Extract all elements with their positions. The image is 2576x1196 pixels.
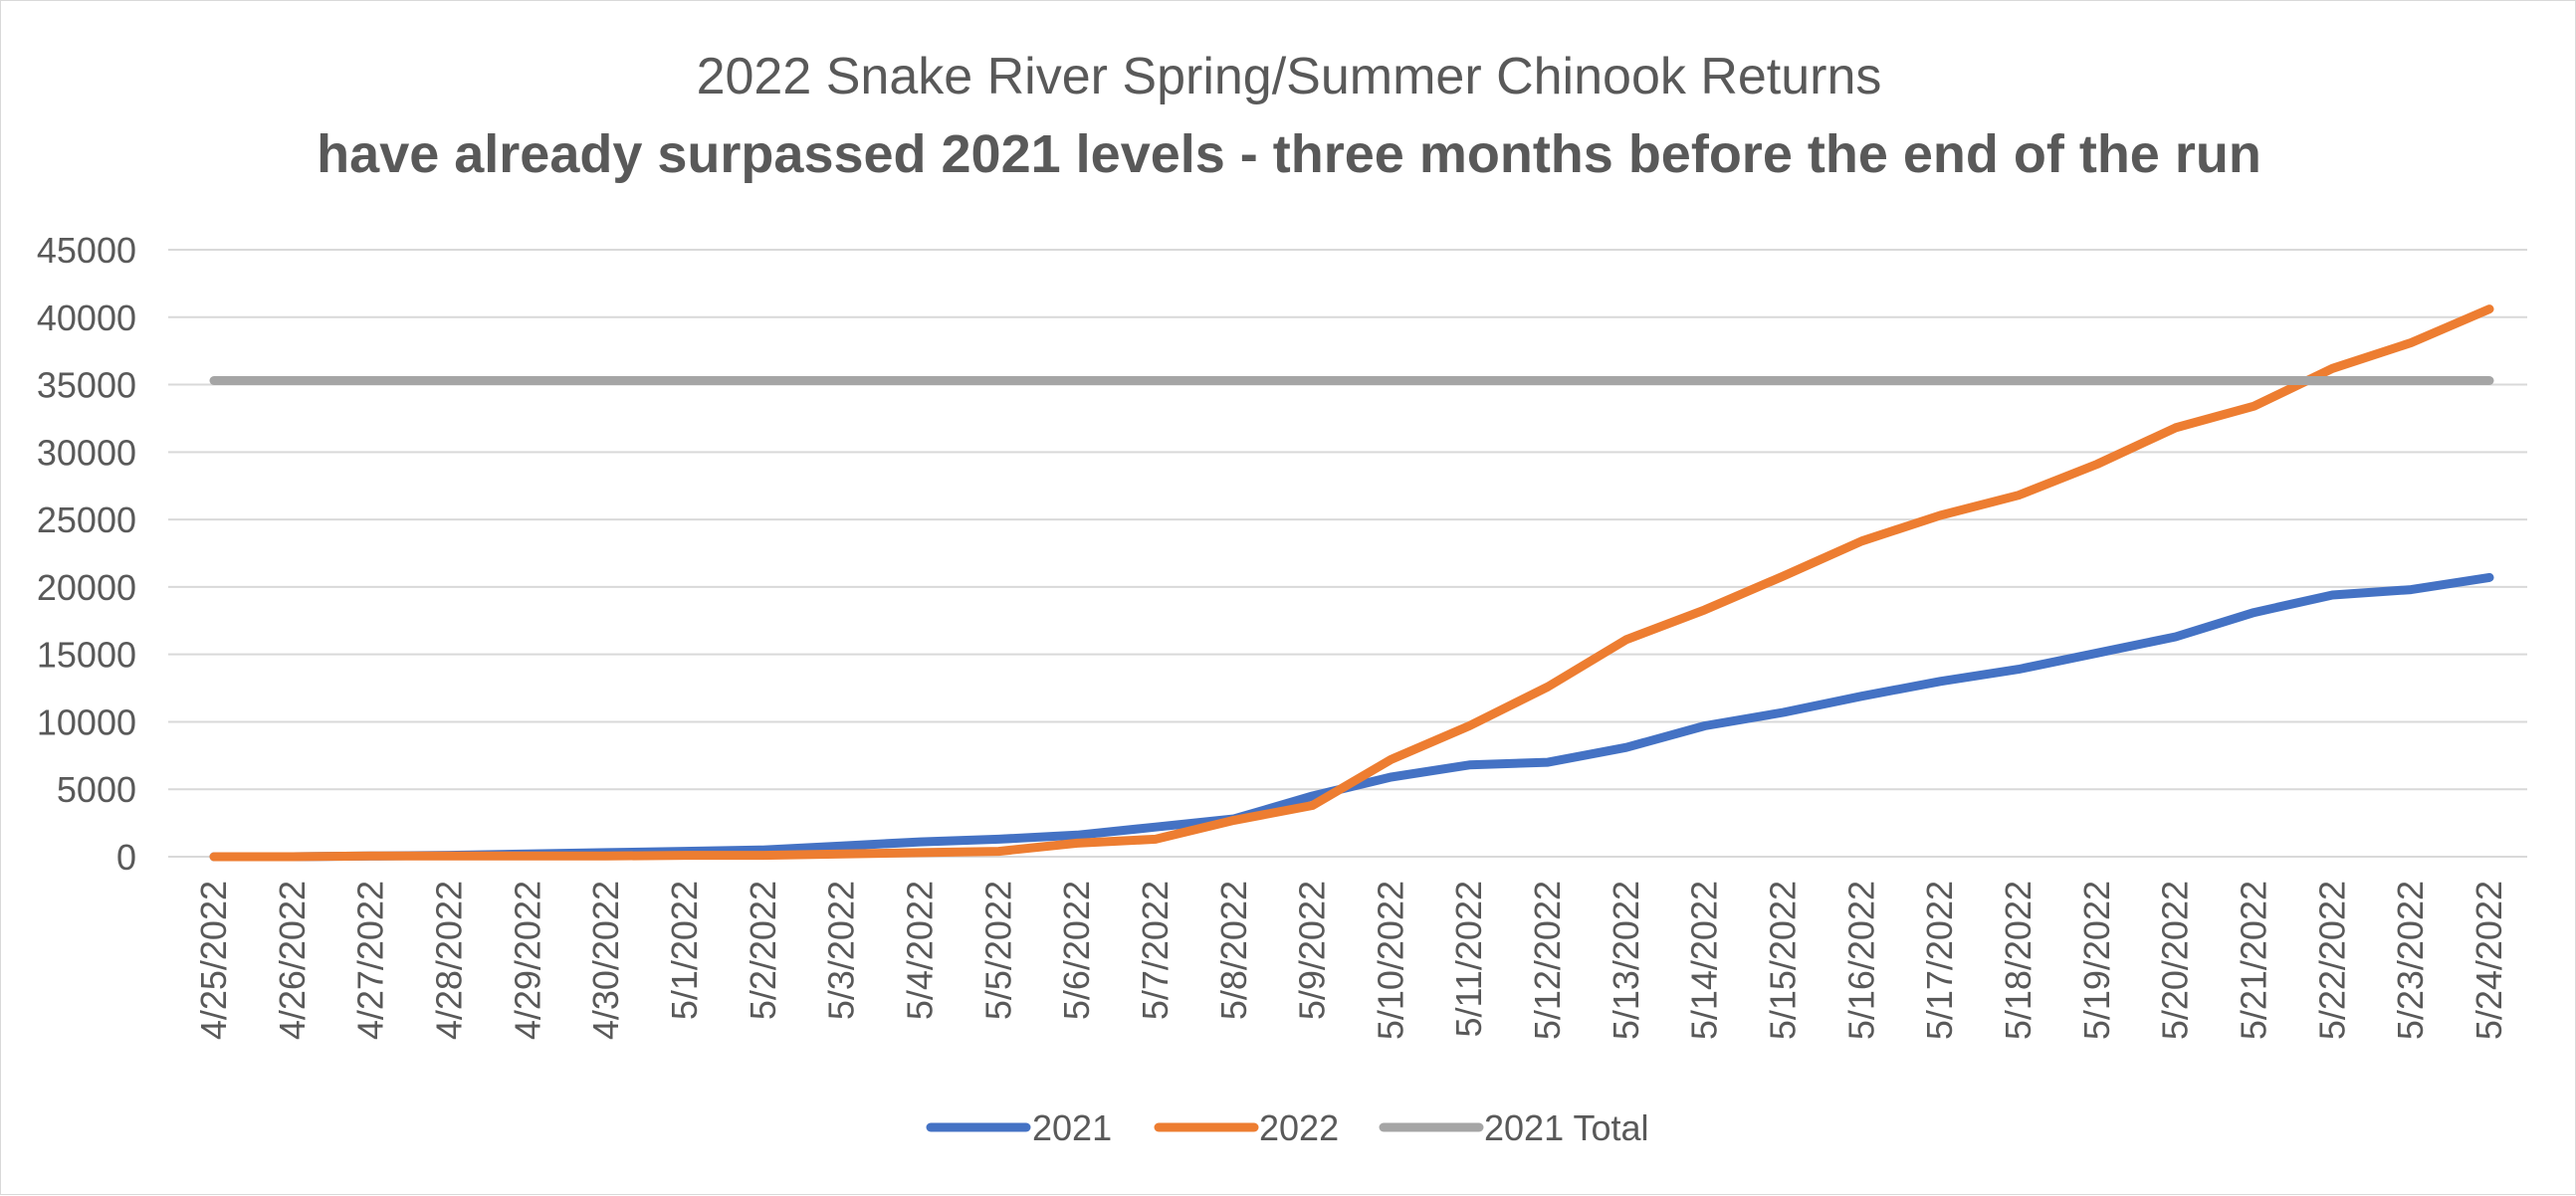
y-tick-label: 15000 bbox=[37, 635, 136, 676]
x-tick-label: 5/8/2022 bbox=[1213, 881, 1254, 1020]
x-tick-label: 5/21/2022 bbox=[2234, 881, 2274, 1040]
y-tick-label: 40000 bbox=[37, 298, 136, 338]
x-tick-label: 5/11/2022 bbox=[1448, 881, 1489, 1037]
x-tick-label: 5/16/2022 bbox=[1840, 881, 1881, 1040]
series-points-2021 bbox=[211, 574, 2492, 860]
x-tick-label: 5/20/2022 bbox=[2155, 881, 2196, 1040]
x-tick-label: 5/1/2022 bbox=[664, 881, 705, 1020]
x-tick-label: 5/12/2022 bbox=[1527, 881, 1568, 1040]
x-tick-label: 5/24/2022 bbox=[2469, 881, 2509, 1040]
x-tick-label: 5/6/2022 bbox=[1056, 881, 1097, 1020]
y-tick-label: 30000 bbox=[37, 432, 136, 473]
chart-subtitle: have already surpassed 2021 levels - thr… bbox=[317, 124, 2261, 184]
x-tick-label: 5/2/2022 bbox=[743, 881, 783, 1020]
series-points-2022 bbox=[211, 306, 2492, 860]
series-line-2021 bbox=[209, 572, 2494, 862]
legend-label: 2022 bbox=[1259, 1107, 1339, 1148]
x-tick-label: 5/15/2022 bbox=[1763, 881, 1804, 1040]
y-axis: 0 5000 10000 15000 20000 25000 30000 35000 40000… bbox=[37, 230, 136, 878]
gridlines bbox=[168, 249, 2527, 858]
x-tick-label: 4/28/2022 bbox=[428, 881, 469, 1040]
x-tick-label: 5/4/2022 bbox=[899, 881, 940, 1020]
x-tick-label: 5/3/2022 bbox=[821, 881, 862, 1020]
x-axis: 4/25/2022 4/26/2022 4/27/2022 4/28/2022 4/29… bbox=[168, 856, 2527, 1040]
chart-title: 2022 Snake River Spring/Summer Chinook R… bbox=[697, 48, 1882, 105]
y-tick-label: 5000 bbox=[57, 769, 136, 810]
x-tick-label: 4/26/2022 bbox=[272, 881, 313, 1040]
x-tick-label: 5/9/2022 bbox=[1292, 881, 1333, 1020]
x-tick-label: 5/10/2022 bbox=[1370, 881, 1410, 1040]
series-line-2022 bbox=[209, 304, 2494, 862]
y-tick-label: 10000 bbox=[37, 701, 136, 742]
y-tick-label: 25000 bbox=[37, 499, 136, 540]
x-tick-label: 5/13/2022 bbox=[1606, 881, 1646, 1040]
y-tick-label: 35000 bbox=[37, 365, 136, 406]
legend: 2021 2022 2021 Total bbox=[926, 1107, 1648, 1148]
y-tick-label: 20000 bbox=[37, 567, 136, 608]
x-tick-label: 5/22/2022 bbox=[2311, 881, 2352, 1040]
x-tick-label: 5/23/2022 bbox=[2390, 881, 2431, 1040]
x-tick-label: 4/25/2022 bbox=[193, 881, 234, 1040]
legend-label: 2021 bbox=[1032, 1107, 1112, 1148]
series-lines bbox=[209, 304, 2494, 862]
x-tick-label: 4/29/2022 bbox=[507, 881, 547, 1040]
y-tick-label: 45000 bbox=[37, 230, 136, 271]
x-tick-label: 5/17/2022 bbox=[1919, 881, 1960, 1040]
y-tick-label: 0 bbox=[116, 837, 136, 878]
x-tick-label: 5/14/2022 bbox=[1684, 881, 1725, 1040]
legend-label: 2021 Total bbox=[1484, 1107, 1648, 1148]
x-tick-label: 5/18/2022 bbox=[1998, 881, 2039, 1040]
x-tick-label: 5/7/2022 bbox=[1135, 881, 1176, 1020]
x-tick-label: 5/5/2022 bbox=[977, 881, 1018, 1020]
x-tick-label: 5/19/2022 bbox=[2076, 881, 2117, 1040]
x-tick-label: 4/30/2022 bbox=[585, 881, 626, 1040]
x-tick-label: 4/27/2022 bbox=[350, 881, 391, 1040]
